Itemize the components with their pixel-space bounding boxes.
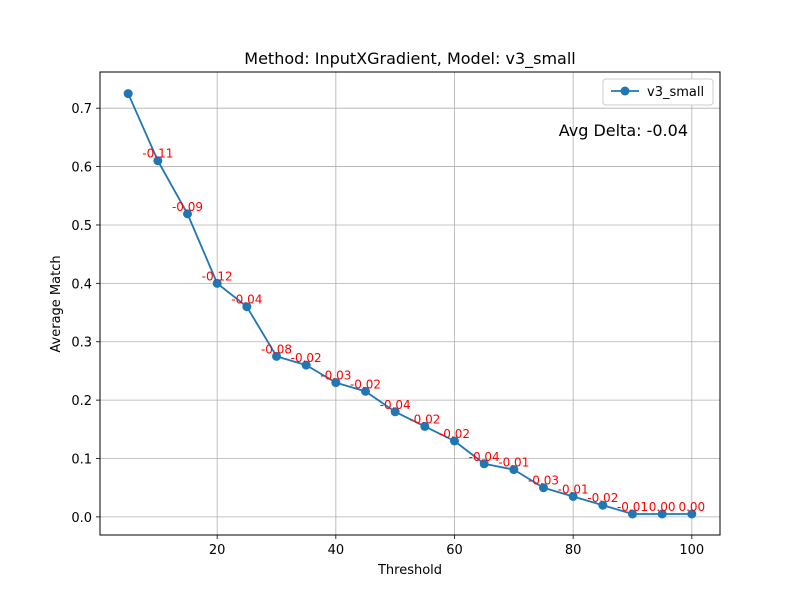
avg-delta-text: Avg Delta: -0.04: [559, 121, 688, 140]
data-point: [627, 509, 637, 519]
data-point: [598, 500, 608, 510]
data-point: [509, 465, 519, 475]
data-point: [449, 436, 459, 446]
chart-title: Method: InputXGradient, Model: v3_small: [244, 49, 575, 69]
series-layer: [123, 89, 697, 519]
y-tick-label: 0.1: [71, 453, 92, 468]
data-point: [242, 302, 252, 312]
delta-annotation: -0.11: [142, 147, 173, 161]
data-point: [361, 386, 371, 396]
data-point: [568, 491, 578, 501]
y-tick-label: 0.3: [71, 336, 92, 351]
delta-annotation: -0.04: [469, 450, 500, 464]
delta-annotation: -0.04: [231, 293, 262, 307]
series-line: [127, 93, 692, 515]
data-point: [687, 509, 697, 519]
x-tick-label: 40: [328, 543, 345, 558]
legend-entry-label: v3_small: [647, 85, 704, 100]
grid: [100, 72, 720, 535]
data-point: [272, 351, 282, 361]
data-point: [183, 209, 193, 219]
y-tick-label: 0.2: [71, 394, 92, 409]
delta-annotation: -0.02: [587, 491, 618, 505]
delta-annotation: -0.02: [439, 427, 470, 441]
y-axis-label: Average Match: [49, 255, 64, 352]
x-tick-label: 20: [209, 543, 226, 558]
x-tick-label: 60: [446, 543, 463, 558]
data-point: [123, 89, 133, 99]
data-point: [390, 407, 400, 417]
delta-annotation: -0.03: [528, 474, 559, 488]
legend: v3_small: [602, 78, 714, 106]
plot-frame: [99, 71, 721, 536]
delta-annotation: -0.03: [320, 369, 351, 383]
delta-annotation: 0.00: [678, 500, 705, 514]
data-point: [657, 509, 667, 519]
annotation-layer: -0.11-0.09-0.12-0.04-0.08-0.02-0.03-0.02…: [142, 147, 705, 514]
data-point: [331, 378, 341, 388]
delta-annotation: -0.04: [380, 398, 411, 412]
delta-annotation: -0.02: [350, 377, 381, 391]
delta-annotation: -0.09: [172, 200, 203, 214]
y-tick-label: 0.0: [71, 511, 92, 526]
data-point: [538, 483, 548, 493]
y-tick-label: 0.5: [71, 219, 92, 234]
delta-annotation: 0.00: [649, 500, 676, 514]
legend-box: [602, 78, 714, 106]
data-point: [420, 421, 430, 431]
x-tick-label: 100: [679, 543, 704, 558]
x-tick-label: 80: [565, 543, 582, 558]
delta-annotation: -0.01: [617, 500, 648, 514]
delta-annotation: -0.02: [291, 351, 322, 365]
delta-annotation: -0.12: [202, 269, 233, 283]
data-point: [212, 278, 222, 288]
delta-annotation: -0.01: [558, 482, 589, 496]
y-tick-label: 0.6: [71, 161, 92, 176]
x-axis-label: Threshold: [377, 563, 442, 578]
y-tick-label: 0.7: [71, 102, 92, 117]
data-point: [153, 156, 163, 166]
legend-marker-swatch: [620, 86, 630, 96]
data-point: [301, 360, 311, 370]
delta-annotation: -0.01: [498, 456, 529, 470]
y-tick-label: 0.4: [71, 277, 92, 292]
ticks: 20 40 60 80 100 0.0 0.1 0.2 0.3 0.4 0.5 0.6 0.7: [71, 102, 704, 558]
data-point: [479, 459, 489, 469]
delta-annotation: -0.02: [409, 412, 440, 426]
delta-annotation: -0.08: [261, 342, 292, 356]
